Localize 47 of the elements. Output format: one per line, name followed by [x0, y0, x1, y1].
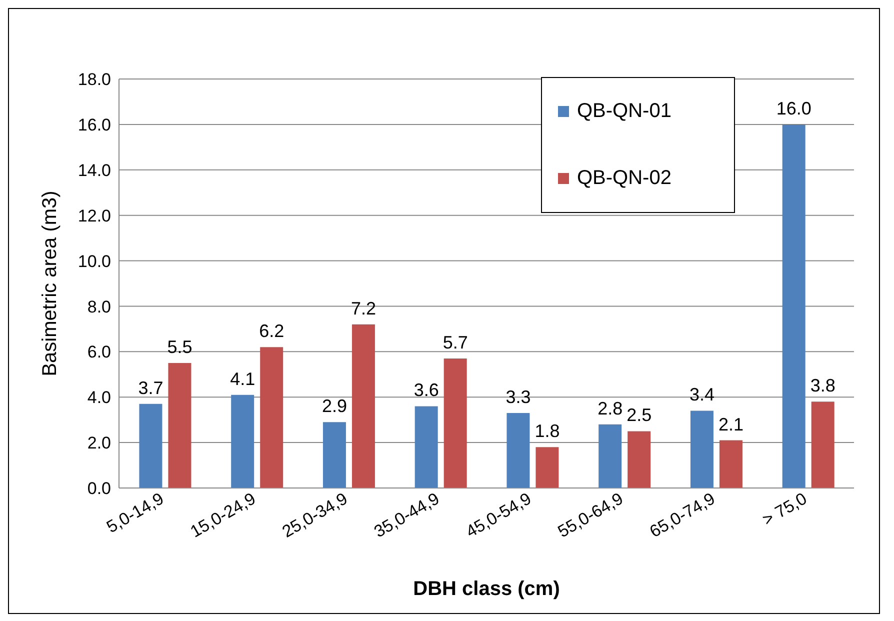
data-label: 6.2 [259, 321, 284, 342]
data-label: 2.5 [626, 405, 652, 426]
bar [719, 440, 742, 488]
bar [536, 447, 559, 488]
data-label: 7.2 [350, 298, 376, 318]
data-label: 3.8 [810, 376, 836, 396]
data-label: 1.8 [534, 421, 560, 442]
bar [506, 413, 530, 488]
data-label: 3.4 [689, 384, 714, 405]
y-tick-label: 12.0 [78, 206, 111, 226]
data-label: 3.6 [414, 380, 439, 400]
bar [352, 324, 375, 488]
bar [168, 363, 192, 488]
y-axis-title: Basimetric area (m3) [39, 190, 62, 376]
y-tick-label: 6.0 [87, 342, 111, 362]
y-tick-label: 16.0 [78, 115, 111, 134]
bar [414, 406, 438, 488]
data-label: 3.7 [138, 378, 164, 398]
data-label: 2.9 [322, 396, 347, 416]
data-label: 2.1 [718, 414, 744, 434]
bar [444, 358, 467, 488]
bar [690, 410, 714, 488]
data-label: 5.7 [442, 332, 468, 352]
bar [782, 124, 806, 488]
y-tick-label: 0.0 [87, 479, 111, 498]
bar [139, 404, 162, 488]
data-label: 2.8 [598, 398, 623, 418]
bar [260, 347, 284, 488]
bar [322, 422, 346, 488]
legend-label: QB-QN-02 [577, 167, 672, 190]
data-label: 5.5 [167, 337, 192, 358]
y-tick-label: 8.0 [87, 297, 111, 316]
bar [231, 394, 254, 488]
bar [598, 424, 622, 488]
y-tick-label: 14.0 [78, 160, 111, 180]
data-label: 3.3 [506, 387, 531, 408]
x-axis-title: DBH class (cm) [413, 578, 560, 600]
bar [628, 431, 651, 488]
data-label: 16.0 [776, 98, 812, 118]
y-tick-label: 18.0 [78, 70, 111, 90]
y-tick-label: 10.0 [78, 252, 111, 271]
y-tick-label: 2.0 [87, 434, 111, 453]
x-tick-label: > 75,0 [759, 489, 810, 530]
data-label: 4.1 [230, 368, 256, 389]
y-tick-label: 4.0 [87, 388, 111, 408]
legend-label: QB-QN-01 [577, 100, 672, 123]
bar [811, 402, 834, 488]
